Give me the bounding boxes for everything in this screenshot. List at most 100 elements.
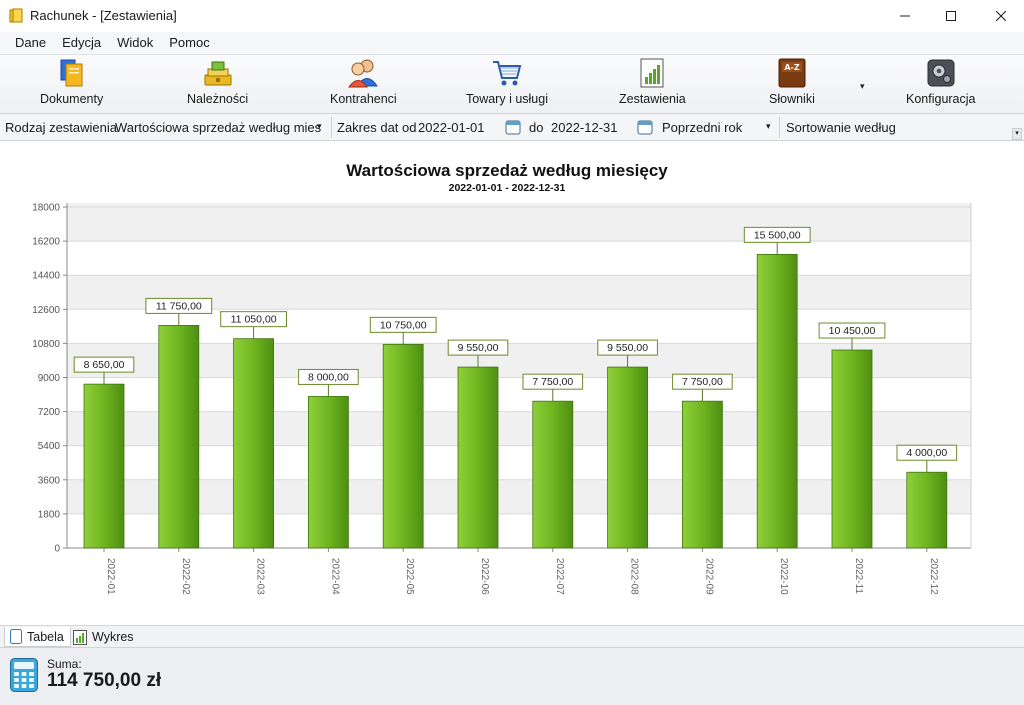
date-to-label: do — [529, 120, 544, 135]
data-label-box — [743, 226, 811, 243]
toolbar-naleznosci-button[interactable]: Należności — [187, 57, 248, 113]
close-icon — [996, 11, 1006, 21]
report-type-label: Rodzaj zestawienia — [5, 120, 118, 135]
close-button[interactable] — [978, 0, 1024, 32]
calendar-icon[interactable] — [637, 119, 653, 135]
calculator-icon — [10, 658, 38, 692]
menu-edycja[interactable]: Edycja — [62, 35, 102, 50]
grid-band — [67, 411, 971, 446]
tab-wykres[interactable]: Wykres — [73, 627, 134, 647]
sort-label[interactable]: Sortowanie według — [786, 120, 896, 135]
x-tick-label: 2022-08 — [629, 558, 640, 595]
tab-tabela[interactable]: Tabela — [4, 627, 71, 647]
y-tick-label: 5400 — [38, 441, 61, 452]
chart-title: Wartościowa sprzedaż według miesięcy — [346, 161, 668, 180]
report-type-dropdown-icon[interactable]: ▾ — [317, 121, 322, 131]
tab-label: Wykres — [92, 630, 134, 644]
data-label-box — [672, 373, 733, 390]
data-label-box — [145, 297, 213, 314]
summary-label: Suma: — [47, 657, 82, 671]
data-label-box — [597, 339, 658, 356]
app-icon — [9, 8, 23, 23]
toolbar-zestawienia-button[interactable]: Zestawienia — [619, 57, 686, 113]
date-to-input[interactable]: 2022-12-31 — [551, 120, 618, 135]
report-icon — [640, 58, 664, 88]
menu-widok[interactable]: Widok — [117, 35, 154, 50]
chart-bar — [307, 396, 349, 549]
chart-bar — [382, 343, 424, 549]
maximize-button[interactable] — [928, 0, 974, 32]
y-tick-label: 14400 — [32, 271, 60, 282]
view-tabs: Tabela Wykres — [0, 625, 1024, 647]
maximize-icon — [946, 11, 956, 21]
x-tick-label: 2022-05 — [404, 558, 415, 595]
toolbar-kontrahenci-button[interactable]: Kontrahenci — [330, 57, 397, 113]
svg-text:A-Z: A-Z — [784, 63, 800, 72]
grid-band — [67, 203, 971, 207]
title-bar: Rachunek - [Zestawienia] — [0, 0, 1024, 32]
y-tick-label: 18000 — [32, 203, 60, 214]
menu-pomoc[interactable]: Pomoc — [169, 35, 210, 50]
toolbar-label: Kontrahenci — [330, 92, 397, 106]
calendar-icon[interactable] — [505, 119, 521, 135]
toolbar-label: Konfiguracja — [906, 92, 976, 106]
documents-icon — [60, 59, 83, 87]
minimize-icon — [900, 15, 910, 17]
minimize-button[interactable] — [882, 0, 928, 32]
menu-bar: Dane Edycja Widok Pomoc — [0, 32, 1024, 54]
grid-band — [67, 479, 971, 514]
y-tick-label: 10800 — [32, 339, 60, 350]
data-label: 15 500,00 — [754, 229, 801, 241]
chart-bar — [682, 400, 723, 549]
chart-bar — [233, 338, 275, 549]
toolbar-label: Słowniki — [769, 92, 815, 106]
x-tick-label: 2022-06 — [479, 558, 490, 595]
toolbar-slowniki-button[interactable]: A-Z Słowniki — [769, 57, 815, 113]
tab-label: Tabela — [27, 629, 64, 644]
grid-band — [67, 343, 971, 378]
receivables-icon — [204, 61, 232, 86]
data-label-box — [522, 373, 584, 390]
toolbar-towary-button[interactable]: Towary i usługi — [466, 57, 548, 113]
period-dropdown-icon[interactable]: ▾ — [766, 121, 771, 131]
chart-subtitle: 2022-01-01 - 2022-12-31 — [449, 182, 566, 194]
data-label: 11 750,00 — [156, 300, 202, 312]
bar-chart: Wartościowa sprzedaż według miesięcy 202… — [32, 161, 972, 595]
report-type-select[interactable]: Wartościowa sprzedaż według mies — [115, 120, 322, 135]
chart-bar — [831, 349, 873, 549]
filter-separator — [779, 117, 780, 138]
chart-bar — [756, 253, 798, 549]
data-label: 4 000,00 — [906, 447, 947, 459]
data-label-box — [73, 356, 135, 373]
grid-band — [67, 207, 971, 242]
toolbar-overflow-arrow[interactable]: ▾ — [860, 81, 865, 91]
toolbar-label: Należności — [187, 92, 249, 106]
y-tick-label: 12600 — [32, 305, 60, 316]
period-select[interactable]: Poprzedni rok — [662, 120, 743, 135]
date-range-label: Zakres dat od — [337, 120, 417, 135]
data-label: 7 750,00 — [682, 376, 723, 388]
y-tick-label: 9000 — [38, 373, 61, 384]
y-tick-label: 0 — [54, 544, 60, 555]
data-label: 8 000,00 — [308, 371, 349, 383]
settings-icon — [927, 59, 955, 87]
data-label-box — [447, 339, 509, 356]
toolbar-dokumenty-button[interactable]: Dokumenty — [40, 57, 103, 113]
toolbar-konfiguracja-button[interactable]: Konfiguracja — [906, 57, 976, 113]
x-tick-label: 2022-10 — [778, 558, 789, 595]
chart-view-icon — [73, 629, 87, 645]
y-tick-label: 1800 — [38, 509, 61, 520]
x-tick-label: 2022-02 — [180, 558, 191, 595]
menu-dane[interactable]: Dane — [15, 35, 47, 50]
x-tick-label: 2022-01 — [105, 558, 116, 595]
filter-scroll-icon[interactable]: ▾ — [1012, 128, 1022, 140]
date-from-input[interactable]: 2022-01-01 — [418, 120, 485, 135]
chart-bar — [457, 366, 499, 549]
data-label: 10 750,00 — [380, 319, 427, 331]
toolbar-label: Zestawienia — [619, 92, 686, 106]
chart-bar — [532, 400, 574, 549]
x-tick-label: 2022-04 — [329, 558, 340, 595]
chart-bar — [607, 366, 648, 549]
cart-icon — [492, 61, 522, 86]
x-tick-label: 2022-11 — [853, 558, 864, 594]
